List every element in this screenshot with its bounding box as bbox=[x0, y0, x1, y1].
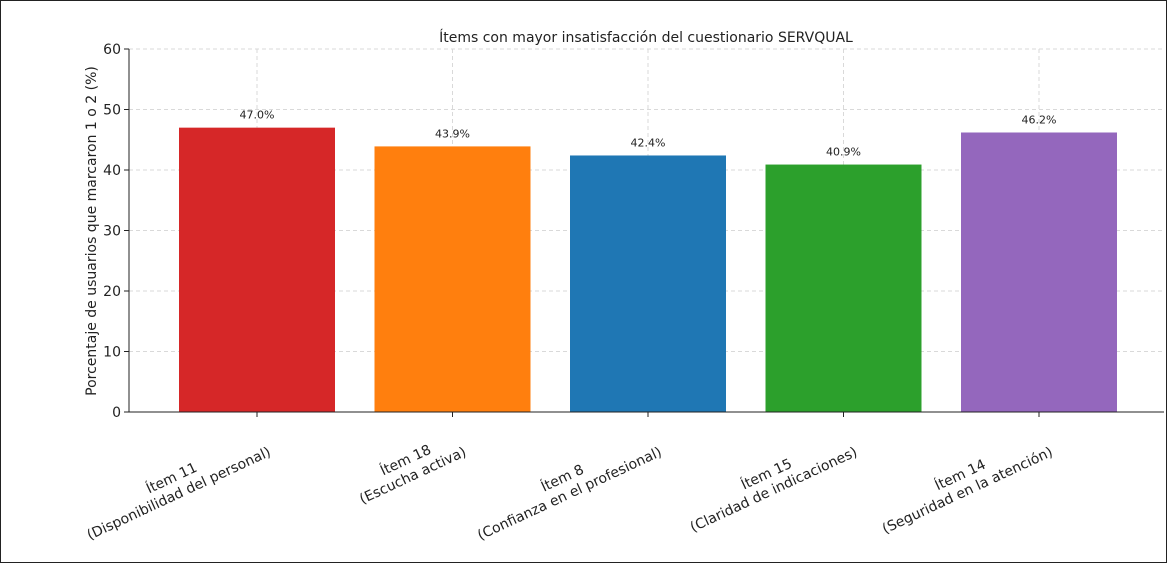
bar bbox=[765, 164, 922, 412]
y-tick-label: 30 bbox=[103, 224, 121, 240]
data-label: 42.4% bbox=[631, 136, 666, 149]
y-tick-label: 0 bbox=[112, 405, 121, 421]
bar bbox=[570, 155, 726, 413]
chart-title: Ítems con mayor insatisfacción del cuest… bbox=[439, 29, 853, 46]
y-axis-label: Porcentaje de usuarios que marcaron 1 o … bbox=[84, 66, 100, 396]
data-label: 40.9% bbox=[826, 146, 861, 159]
bar bbox=[961, 132, 1117, 413]
x-tick-label: Ítem 18(Escucha activa) bbox=[357, 441, 469, 508]
x-ticks: Ítem 11(Disponibilidad del personal) Ítem… bbox=[85, 412, 1055, 544]
bar bbox=[179, 127, 335, 413]
x-tick-label: Ítem 14(Seguridad en la atención) bbox=[880, 444, 1055, 537]
x-tick-label-line2: (Confianza en el profesional) bbox=[475, 444, 664, 544]
x-tick-label: Ítem 15(Claridad de indicaciones) bbox=[688, 444, 860, 536]
bar bbox=[374, 146, 531, 412]
data-label: 43.9% bbox=[435, 127, 470, 140]
x-tick-label-line2: (Seguridad en la atención) bbox=[880, 444, 1055, 537]
y-tick-label: 10 bbox=[103, 345, 121, 361]
data-label: 46.2% bbox=[1022, 113, 1057, 126]
y-tick-label: 60 bbox=[103, 42, 121, 58]
x-tick-label-line2: (Claridad de indicaciones) bbox=[688, 444, 860, 536]
y-tick-label: 40 bbox=[103, 163, 121, 179]
y-ticks: 0 10 20 30 40 50 60 bbox=[103, 42, 129, 421]
x-tick-label: Ítem 11(Disponibilidad del personal) bbox=[85, 444, 274, 543]
x-tick-label: Ítem 8(Confianza en el profesional) bbox=[475, 444, 664, 544]
x-tick-label-line2: (Disponibilidad del personal) bbox=[85, 444, 274, 543]
data-label: 47.0% bbox=[240, 109, 275, 122]
y-tick-label: 20 bbox=[103, 284, 121, 300]
data-labels: 47.0% 43.9% 42.4% 40.9% 46.2% bbox=[240, 109, 1057, 159]
y-tick-label: 50 bbox=[103, 103, 121, 119]
bars bbox=[179, 127, 1117, 413]
